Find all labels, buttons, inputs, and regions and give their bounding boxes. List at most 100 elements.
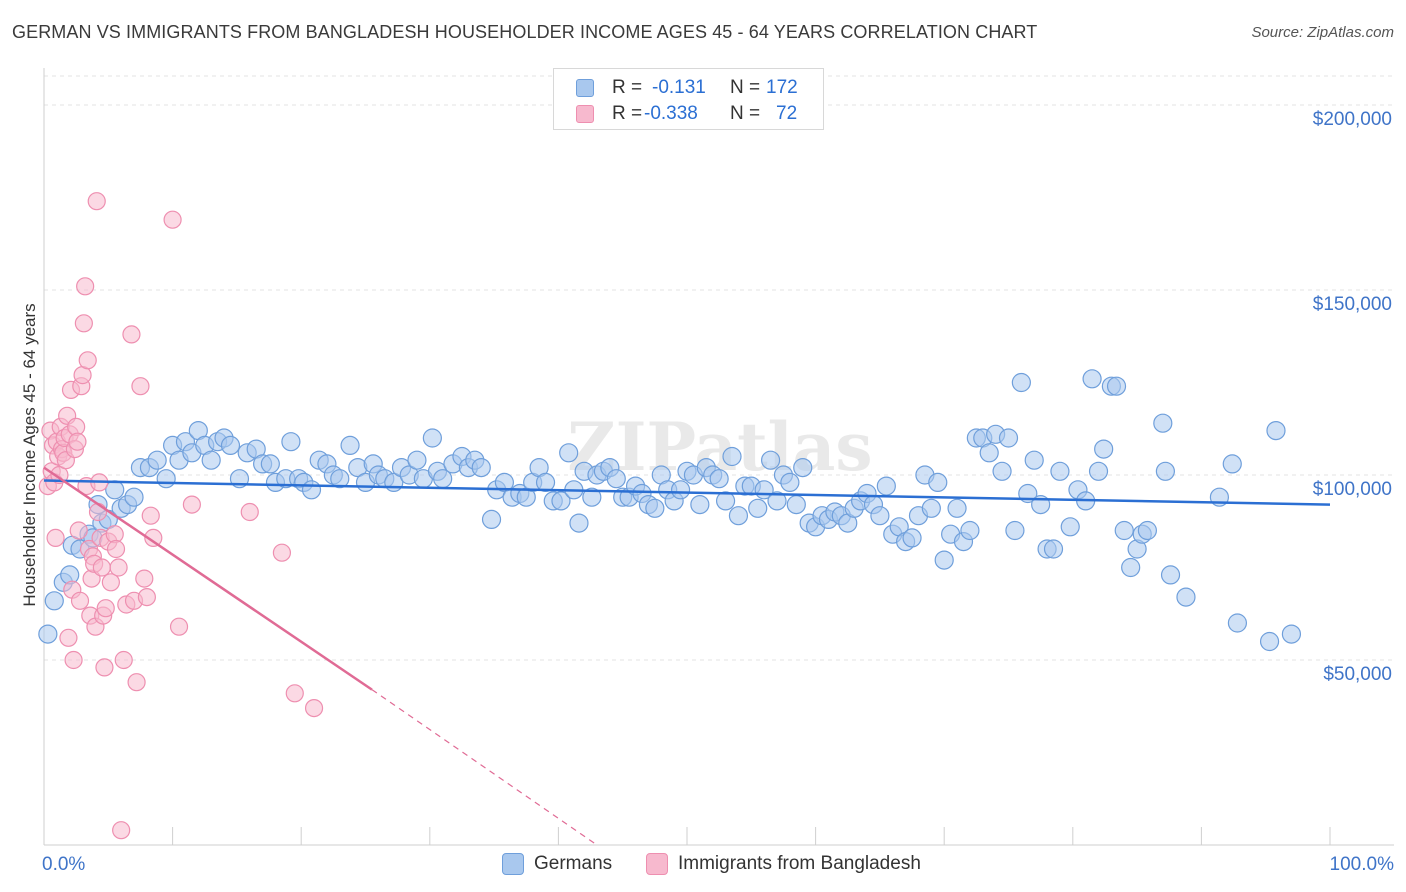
grid-layer <box>44 75 1394 661</box>
germans-trend-line <box>43 479 1331 506</box>
german-point <box>928 472 948 492</box>
correlation-legend: R = -0.131 N = 172 R = -0.338 N = 72 <box>553 68 824 130</box>
x-tick-label: 100.0% <box>1330 854 1395 875</box>
german-point <box>105 480 125 500</box>
german-point <box>1088 461 1109 481</box>
german-point <box>535 472 556 492</box>
bangladesh-point <box>127 673 146 692</box>
y-tick-label: $50,000 <box>1323 664 1392 685</box>
german-point <box>1106 376 1127 396</box>
chart-source: Source: ZipAtlas.com <box>1251 24 1394 41</box>
bangladesh-trend-extension <box>371 689 598 846</box>
y-tick-label: $150,000 <box>1313 294 1392 315</box>
german-point <box>220 435 241 455</box>
german-point <box>780 472 800 492</box>
r-value: -0.131 <box>652 77 706 98</box>
y-axis-label: Householder Income Ages 45 - 64 years <box>20 303 39 607</box>
german-point <box>760 450 781 470</box>
german-point <box>481 509 502 530</box>
bangladesh-point <box>240 502 259 522</box>
german-point <box>422 428 442 448</box>
bangladesh-point <box>112 821 131 840</box>
german-point <box>38 624 58 644</box>
german-point <box>1266 421 1286 441</box>
german-point <box>201 450 221 470</box>
n-value: 172 <box>766 77 798 98</box>
points-layer <box>38 192 1302 840</box>
german-point <box>1060 517 1080 537</box>
bangladesh-point <box>101 573 120 592</box>
trend-layer <box>43 466 1331 846</box>
german-point <box>786 495 806 515</box>
german-point <box>921 498 941 518</box>
german-point <box>767 491 787 511</box>
bangladesh-point <box>163 210 182 229</box>
german-point <box>1011 372 1031 393</box>
german-point <box>690 495 710 515</box>
german-point <box>260 454 280 474</box>
german-point <box>934 550 954 570</box>
bangladesh-point <box>78 351 97 370</box>
bangladesh-point <box>64 650 83 670</box>
y-tick-label: $200,000 <box>1313 109 1392 130</box>
german-point <box>870 506 890 526</box>
german-point <box>569 513 589 533</box>
german-point <box>1281 624 1302 644</box>
german-point <box>1227 613 1248 633</box>
bangladesh-point <box>88 502 108 522</box>
german-point <box>606 469 626 489</box>
german-point <box>147 450 167 470</box>
german-point <box>1153 413 1173 433</box>
bangladesh-point <box>131 377 150 396</box>
german-point <box>1176 587 1196 607</box>
bangladesh-point <box>95 658 114 677</box>
bangladesh-point <box>135 569 154 588</box>
bangladesh-point <box>144 528 163 548</box>
german-point <box>715 491 736 511</box>
german-point <box>471 458 491 478</box>
german-point <box>44 591 64 611</box>
bangladesh-point <box>141 506 160 525</box>
german-point <box>1050 461 1070 481</box>
german-point <box>748 498 768 518</box>
r-label: R = <box>612 103 643 124</box>
bangladesh-point <box>70 591 90 610</box>
n-label: N = <box>730 77 761 98</box>
german-point <box>645 498 665 518</box>
bangladesh-point <box>109 558 128 577</box>
n-label: N = <box>730 103 761 124</box>
bangladesh-point <box>68 432 87 451</box>
german-point <box>728 506 749 526</box>
r-value: -0.338 <box>644 103 698 124</box>
bangladesh-point <box>59 628 78 647</box>
germans-swatch <box>576 79 594 97</box>
german-point <box>281 432 301 452</box>
german-point <box>494 472 514 492</box>
german-point <box>1137 520 1157 541</box>
bangladesh-point <box>114 650 133 670</box>
x-tick-label: 0.0% <box>42 854 85 875</box>
bangladesh-point <box>285 684 304 703</box>
german-point <box>947 498 967 518</box>
german-point <box>1024 450 1044 470</box>
german-point <box>670 480 691 500</box>
chart-title: GERMAN VS IMMIGRANTS FROM BANGLADESH HOU… <box>12 22 1038 42</box>
german-point <box>1094 439 1114 459</box>
german-point <box>1160 565 1181 585</box>
y-tick-label: $100,000 <box>1313 479 1392 500</box>
german-point <box>1121 557 1141 578</box>
bangladesh-legend-label: Immigrants from Bangladesh <box>678 853 921 874</box>
axis-layer <box>43 68 1394 846</box>
german-point <box>793 458 813 478</box>
r-label: R = <box>612 77 643 98</box>
german-point <box>156 469 176 489</box>
german-point <box>1082 369 1102 389</box>
bangladesh-point <box>169 617 189 636</box>
bangladesh-point <box>46 528 65 548</box>
german-point <box>330 469 350 489</box>
bangladesh-point <box>69 521 88 540</box>
germans-legend-label: Germans <box>534 853 613 874</box>
german-point <box>124 487 144 507</box>
bangladesh-point <box>74 314 93 333</box>
german-point <box>992 461 1012 481</box>
